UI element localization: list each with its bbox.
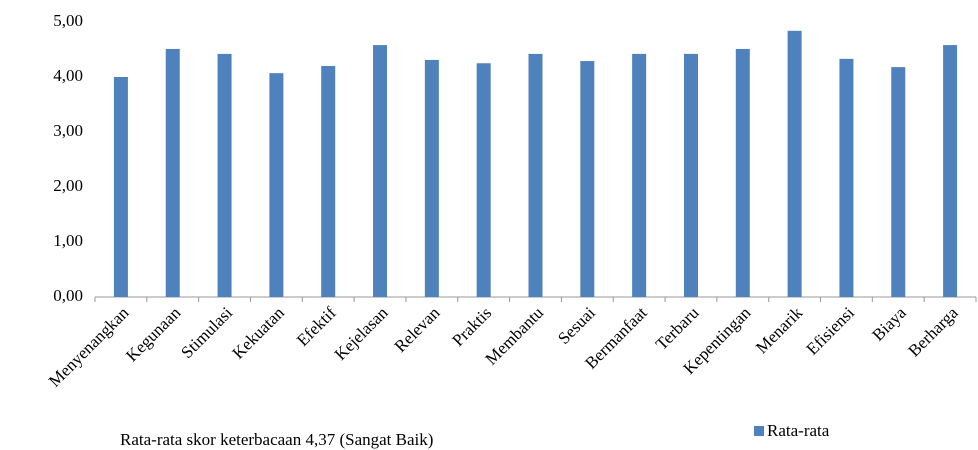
bar bbox=[787, 30, 802, 298]
x-tick-label: Sesuai bbox=[554, 303, 599, 348]
bar bbox=[735, 48, 750, 298]
y-tick-label: 5,00 bbox=[53, 11, 83, 30]
bar bbox=[424, 59, 439, 298]
x-tick-label: Relevan bbox=[391, 303, 444, 356]
y-tick-label: 0,00 bbox=[53, 286, 83, 305]
bar bbox=[580, 61, 595, 297]
y-tick-label: 4,00 bbox=[53, 66, 83, 85]
bar bbox=[476, 63, 491, 297]
bar bbox=[373, 45, 388, 297]
y-tick-label: 3,00 bbox=[53, 121, 83, 140]
legend-swatch bbox=[754, 426, 764, 436]
bar bbox=[891, 67, 906, 297]
x-tick-label: Stimulasi bbox=[177, 303, 236, 362]
x-tick-label: Kegunaan bbox=[122, 303, 185, 366]
bar bbox=[217, 53, 232, 298]
x-tick-label: Membantu bbox=[482, 303, 548, 369]
x-tick-label: Kekuatan bbox=[228, 303, 288, 363]
bar bbox=[839, 58, 854, 297]
x-tick-label: Praktis bbox=[448, 303, 495, 350]
x-tick-label: Kejelasan bbox=[331, 303, 392, 364]
x-tick-label: Biaya bbox=[868, 303, 910, 345]
bar bbox=[165, 48, 180, 298]
x-tick-label: Menarik bbox=[752, 303, 807, 358]
bar bbox=[113, 77, 128, 297]
bar bbox=[632, 53, 647, 298]
bar bbox=[943, 45, 958, 297]
y-tick-label: 2,00 bbox=[53, 176, 83, 195]
x-tick-label: Efisiensi bbox=[803, 303, 859, 359]
annotation: Rata-rata skor keterbacaan 4,37 (Sangat … bbox=[120, 430, 433, 449]
y-tick-label: 1,00 bbox=[53, 231, 83, 250]
x-tick-label: Terbaru bbox=[652, 303, 703, 354]
bar bbox=[528, 53, 543, 298]
x-tick-label: Efektif bbox=[293, 303, 340, 350]
bar bbox=[269, 73, 284, 298]
x-tick-label: Berharga bbox=[904, 303, 962, 361]
bar bbox=[321, 66, 336, 297]
legend-label: Rata-rata bbox=[767, 421, 830, 440]
x-tick-label: Menyenangkan bbox=[45, 303, 133, 391]
bar bbox=[683, 53, 698, 298]
